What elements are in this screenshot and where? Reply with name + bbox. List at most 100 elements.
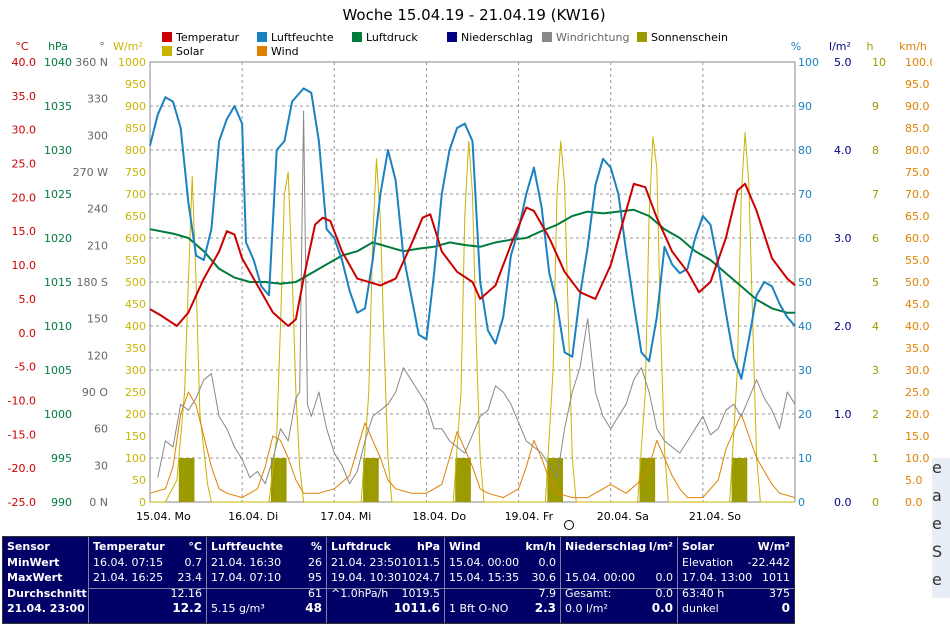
series-line-luftdruck: [149, 208, 795, 314]
sun-tick-label: 6: [872, 232, 879, 245]
rain-tick-label: 4.0: [834, 144, 852, 157]
legend-swatch-luftdruck: [352, 32, 362, 42]
chart-title: Woche 15.04.19 - 21.04.19 (KW16): [342, 6, 605, 24]
stat-column-niederschlag: Niederschlag l/m² 15.04. 00:00 0.0 Gesamt: 0.…: [561, 537, 678, 623]
legend-swatch-solar: [162, 46, 172, 56]
sunshine-bar: [643, 458, 646, 502]
hum-tick-label: 40: [798, 320, 812, 333]
sunshine-bar: [466, 458, 469, 502]
x-label: 19.04. Fr: [505, 510, 554, 523]
dir-tick-label: 180 S: [77, 276, 108, 289]
rain-tick-label: 2.0: [834, 320, 852, 333]
footer-label: 1 Bft O-NO: [449, 602, 509, 615]
footer-label: 5.15 g/m³: [211, 602, 265, 615]
series-line-wind: [149, 391, 796, 499]
cell-label: 21.04. 16:30: [211, 555, 282, 569]
press-unit-label: hPa: [48, 40, 68, 53]
sunshine-bar: [280, 458, 283, 502]
sun-tick-label: 7: [872, 188, 879, 201]
solar-tick-label: 700: [125, 188, 146, 201]
legend-swatch-sonnenschein: [637, 32, 647, 42]
press-tick-label: 1000: [44, 408, 72, 421]
footer-label: dunkel: [682, 602, 719, 615]
sensor-column: Sensor MinWert MaxWert Durchschnitt 21.0…: [3, 537, 89, 623]
wind-tick-label: 20.0: [905, 408, 930, 421]
x-label: 20.04. Sa: [597, 510, 649, 523]
column-unit: hPa: [416, 540, 440, 553]
time-cursor-handle[interactable]: [564, 520, 574, 530]
wind-tick-label: 65.0: [905, 210, 930, 223]
sun-tick-label: 3: [872, 364, 879, 377]
left-axes: °C 40.0 35.0 30.0 25.0 20.0 15.0 10.0 5.0 0.0 -5.0…: [8, 40, 146, 509]
legend-label-temperatur: Temperatur: [175, 31, 240, 44]
current-value: 12.2: [172, 601, 202, 615]
row-separator: [561, 588, 677, 589]
row-separator: [207, 588, 326, 589]
wind-tick-label: 30.0: [905, 364, 930, 377]
x-label: 21.04. So: [689, 510, 741, 523]
cell-value: 1011.5: [401, 555, 441, 569]
x-axis-labels: 15.04. Mo 16.04. Di 17.04. Mi 18.04. Do 19.0…: [136, 510, 741, 523]
temp-tick-label: 10.0: [12, 259, 37, 272]
wind-tick-label: 85.0: [905, 122, 930, 135]
sunshine-bar: [555, 458, 558, 502]
legend-label-niederschlag: Niederschlag: [461, 31, 533, 44]
current-value: 48: [305, 601, 322, 615]
solar-tick-label: 650: [125, 210, 146, 223]
series-line-solar: [150, 131, 795, 503]
stat-column-luftfeuchte: Luftfeuchte% 21.04. 16:30 26 17.04. 07:10 95…: [207, 537, 327, 623]
cell-value: 0.0: [538, 555, 557, 569]
solar-tick-label: 750: [125, 166, 146, 179]
sunshine-bar: [464, 458, 468, 502]
wind-tick-label: 70.0: [905, 188, 930, 201]
hum-tick-label: 90: [798, 100, 812, 113]
solar-tick-label: 300: [125, 364, 146, 377]
sunshine-bar: [372, 458, 375, 502]
rain-tick-label: 3.0: [834, 232, 852, 245]
solar-tick-label: 900: [125, 100, 146, 113]
dir-tick-label: 90 O: [82, 386, 108, 399]
sunshine-bar: [645, 458, 648, 502]
column-header: Luftfeuchte: [211, 540, 284, 553]
series-lines: [149, 87, 796, 503]
sun-tick-label: 5: [872, 276, 879, 289]
sunshine-bar: [743, 458, 746, 502]
press-tick-label: 1040: [44, 56, 72, 69]
column-unit: W/m²: [757, 540, 790, 553]
press-tick-label: 1015: [44, 276, 72, 289]
sunshine-bar: [647, 458, 650, 502]
cell-value: 26: [308, 555, 322, 569]
temp-tick-label: 20.0: [12, 191, 37, 204]
solar-tick-label: 50: [132, 474, 146, 487]
temp-tick-label: -20.0: [8, 462, 36, 475]
cell-value: 95: [308, 571, 322, 584]
column-unit: °C: [188, 540, 202, 553]
row-separator: [445, 588, 560, 589]
cell-value: 7.9: [538, 586, 557, 600]
press-tick-label: 1035: [44, 100, 72, 113]
hum-tick-label: 20: [798, 408, 812, 421]
current-value: 1011.6: [393, 601, 440, 615]
sunshine-bar: [368, 458, 372, 502]
press-tick-label: 1030: [44, 144, 72, 157]
statistics-table: Sensor MinWert MaxWert Durchschnitt 21.0…: [2, 536, 795, 624]
solar-tick-label: 250: [125, 386, 146, 399]
legend-label-solar: Solar: [176, 45, 205, 58]
wind-tick-label: 80.0: [905, 144, 930, 157]
cell-value: 12.16: [170, 586, 203, 600]
temp-tick-label: 30.0: [12, 124, 37, 137]
sunshine-bar: [459, 458, 462, 502]
cell-value: 375: [769, 586, 790, 600]
cell-value: 61: [308, 586, 322, 600]
column-header: Luftdruck: [331, 540, 391, 553]
temp-tick-label: 25.0: [12, 158, 37, 171]
sunshine-bars: [178, 458, 748, 502]
legend-swatch-wind: [257, 46, 267, 56]
sun-tick-label: 9: [872, 100, 879, 113]
cell-label: 63:40 h: [682, 586, 725, 600]
column-unit: %: [310, 540, 322, 553]
rain-tick-label: 0.0: [834, 496, 852, 509]
sun-tick-label: 0: [872, 496, 879, 509]
durchschnitt-label: Durchschnitt: [7, 586, 87, 600]
solar-tick-label: 1000: [118, 56, 146, 69]
